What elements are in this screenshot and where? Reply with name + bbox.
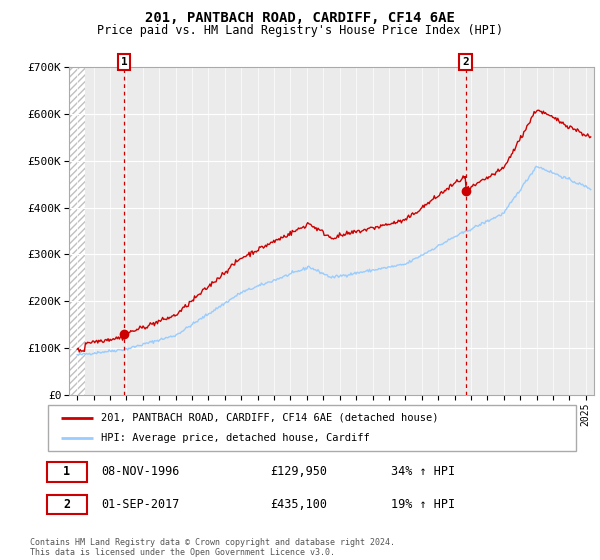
FancyBboxPatch shape	[48, 405, 576, 451]
Text: £435,100: £435,100	[270, 498, 327, 511]
Text: £129,950: £129,950	[270, 465, 327, 478]
Text: 1: 1	[63, 465, 70, 478]
Text: 2: 2	[63, 498, 70, 511]
Text: 201, PANTBACH ROAD, CARDIFF, CF14 6AE: 201, PANTBACH ROAD, CARDIFF, CF14 6AE	[145, 11, 455, 25]
FancyBboxPatch shape	[47, 494, 86, 514]
Text: 01-SEP-2017: 01-SEP-2017	[101, 498, 179, 511]
FancyBboxPatch shape	[47, 462, 86, 482]
Text: 201, PANTBACH ROAD, CARDIFF, CF14 6AE (detached house): 201, PANTBACH ROAD, CARDIFF, CF14 6AE (d…	[101, 413, 438, 423]
Text: Contains HM Land Registry data © Crown copyright and database right 2024.
This d: Contains HM Land Registry data © Crown c…	[30, 538, 395, 557]
Bar	[69, 67, 85, 395]
Text: 34% ↑ HPI: 34% ↑ HPI	[391, 465, 455, 478]
Text: 2: 2	[462, 57, 469, 67]
Text: 08-NOV-1996: 08-NOV-1996	[101, 465, 179, 478]
Text: Price paid vs. HM Land Registry's House Price Index (HPI): Price paid vs. HM Land Registry's House …	[97, 24, 503, 36]
Text: HPI: Average price, detached house, Cardiff: HPI: Average price, detached house, Card…	[101, 433, 370, 443]
Text: 1: 1	[121, 57, 127, 67]
Text: 19% ↑ HPI: 19% ↑ HPI	[391, 498, 455, 511]
